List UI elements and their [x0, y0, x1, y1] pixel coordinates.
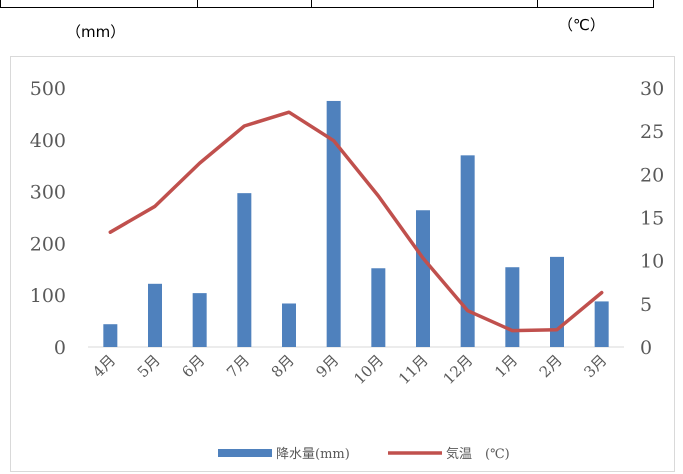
- month-label: 3月: [580, 351, 610, 381]
- precipitation-bar: [594, 301, 609, 347]
- right-axis-tick-label: 5: [640, 294, 652, 316]
- right-axis-tick-label: 25: [640, 121, 664, 143]
- right-axis-tick-label: 20: [640, 164, 664, 186]
- precipitation-bar: [282, 303, 296, 347]
- precipitation-bar: [550, 256, 564, 347]
- month-label: 4月: [89, 351, 119, 381]
- left-axis-unit: （mm）: [66, 23, 126, 41]
- left-axis-tick-label: 400: [30, 130, 66, 152]
- right-axis-tick-label: 0: [640, 337, 652, 359]
- month-label: 1月: [491, 351, 521, 381]
- precipitation-bar: [416, 210, 430, 347]
- table-separator: [537, 0, 538, 7]
- month-label: 2月: [536, 351, 566, 381]
- month-label: 8月: [268, 351, 298, 381]
- chart-area: [10, 56, 675, 472]
- precipitation-bar: [460, 155, 475, 347]
- right-axis-unit: （℃）: [558, 16, 605, 34]
- precipitation-bar: [326, 100, 341, 347]
- month-label: 6月: [178, 351, 208, 381]
- month-label: 7月: [223, 351, 253, 381]
- legend-precipitation-swatch: [218, 449, 272, 457]
- legend-temperature-label: 気温 (℃): [446, 446, 510, 462]
- precipitation-bar: [505, 267, 520, 347]
- legend-precipitation-label: 降水量(mm): [276, 447, 350, 462]
- precipitation-bar: [371, 268, 386, 347]
- right-axis-tick-label: 30: [640, 78, 664, 100]
- precipitation-bar: [103, 324, 118, 347]
- month-label: 11月: [395, 351, 432, 388]
- precipitation-bar: [192, 293, 207, 347]
- left-axis-tick-label: 300: [30, 182, 66, 204]
- month-label: 9月: [312, 351, 342, 381]
- left-axis-tick-label: 500: [30, 78, 66, 100]
- left-axis-tick-label: 200: [30, 233, 66, 255]
- precipitation-bar: [148, 283, 162, 347]
- left-axis-tick-label: 0: [54, 337, 66, 359]
- top-table-fragment: [0, 0, 654, 8]
- precipitation-bar: [237, 193, 252, 347]
- month-label: 12月: [440, 351, 477, 388]
- month-label: 5月: [134, 351, 164, 381]
- right-axis-tick-label: 15: [640, 208, 664, 230]
- month-label: 10月: [350, 351, 387, 388]
- table-separator: [311, 0, 312, 7]
- table-separator: [197, 0, 198, 7]
- temperature-line: [108, 110, 604, 333]
- left-axis-tick-label: 100: [30, 285, 66, 307]
- right-axis-tick-label: 10: [640, 251, 664, 273]
